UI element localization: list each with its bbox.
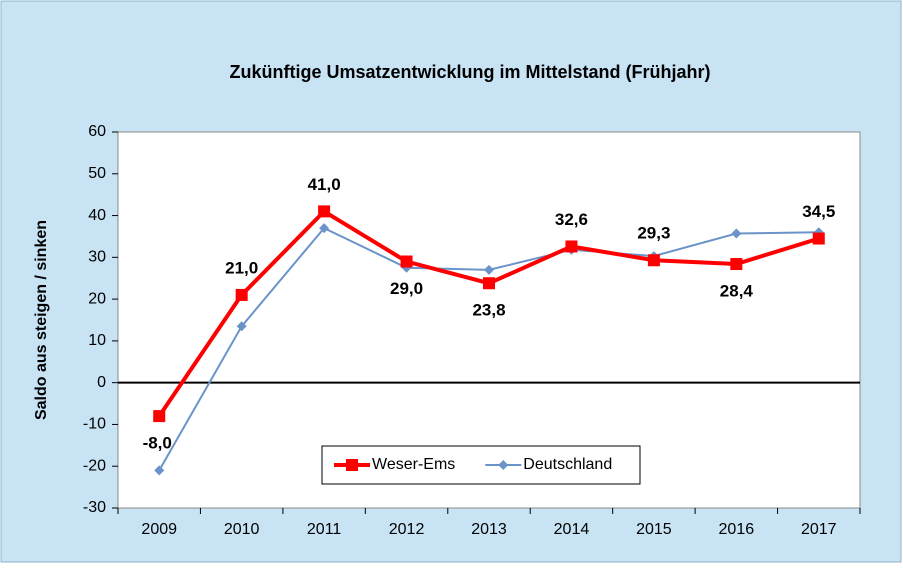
point-marker [319,223,330,234]
x-tick-label: 2010 [224,521,260,538]
data-label: 41,0 [308,175,341,194]
point-marker [812,232,825,245]
x-tick-label: 2016 [719,521,755,538]
point-marker [565,240,578,253]
y-tick-label: 20 [88,290,106,307]
x-tick-label: 2013 [471,521,507,538]
y-tick-label: -20 [83,457,106,474]
y-tick-label: 0 [97,374,106,391]
point-marker [236,321,247,332]
point-marker [400,255,413,268]
y-tick-label: 30 [88,249,106,266]
chart-title: Zukünftige Umsatzentwicklung im Mittelst… [229,62,710,82]
legend-box [321,445,641,485]
x-tick-label: 2009 [141,521,177,538]
y-tick-label: 40 [88,207,106,224]
point-marker [484,264,494,275]
y-tick-label: -10 [83,416,106,433]
y-tick-label: 60 [88,123,106,140]
point-marker [731,228,742,239]
y-tick-label: 50 [88,165,106,182]
data-label: 23,8 [472,301,505,320]
x-tick-label: 2011 [307,521,342,538]
legend: Weser-Ems Deutschland [321,445,641,485]
legend-marker [498,460,509,470]
data-label: 29,3 [637,224,670,243]
x-tick-label: 2012 [389,521,425,538]
data-label: 34,5 [802,202,835,221]
point-marker [154,465,165,476]
point-marker [730,258,743,271]
data-label: 32,6 [555,210,588,229]
plot-area [117,131,861,509]
legend-label: Weser-Ems [372,456,455,473]
legend-marker [346,459,358,471]
data-label: -8,0 [143,434,172,453]
x-tick-label: 2017 [801,521,837,538]
data-label: 29,0 [390,279,423,298]
y-tick-label: -30 [83,499,106,516]
y-tick-label: 10 [88,332,106,349]
point-marker [318,205,331,218]
x-tick-label: 2014 [554,521,590,538]
x-tick-label: 2015 [636,521,672,538]
y-axis-label: Saldo aus steigen / sinken [33,220,50,420]
legend-label: Deutschland [523,456,612,473]
point-marker [483,277,495,290]
data-label: 21,0 [225,258,258,277]
point-marker [153,410,166,423]
data-label: 28,4 [720,282,754,301]
point-marker [235,288,248,301]
point-marker [647,254,660,267]
